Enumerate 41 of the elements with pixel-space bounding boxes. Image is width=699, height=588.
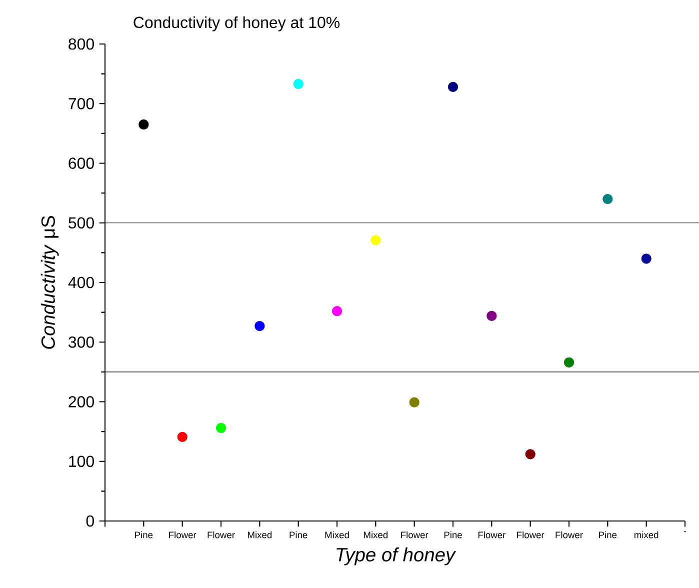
y-tick-label: 0	[86, 515, 94, 527]
x-tick-label: Mixed	[248, 531, 272, 538]
point	[177, 432, 188, 442]
point	[138, 119, 149, 130]
chart-title: Conductivity of honey at 10%	[134, 16, 340, 32]
x-tick-label: Flower	[517, 531, 544, 538]
x-tick-label: mixed	[634, 531, 658, 538]
point	[641, 254, 652, 264]
point	[564, 357, 574, 368]
x-tick-label: Flower	[208, 531, 235, 538]
x-tick-label: Flower	[401, 531, 428, 538]
y-axis-title: Conductivity μS	[40, 216, 59, 349]
point	[216, 422, 226, 434]
y-tick-label: 300	[68, 336, 94, 348]
y-tick-label: 700	[68, 98, 94, 110]
x-axis-title: Type of honey	[336, 547, 456, 566]
x-tick-label: Pine	[599, 531, 617, 538]
point	[370, 235, 381, 246]
point	[254, 320, 265, 332]
x-tick-label: Mixed	[325, 531, 349, 538]
y-tick-label: 600	[68, 158, 94, 169]
x-tick-label: Pine	[290, 531, 308, 538]
x-tick-label: Flower	[169, 531, 196, 538]
point	[293, 78, 304, 90]
y-tick-label: 200	[68, 396, 94, 408]
point	[448, 82, 458, 92]
point	[332, 306, 342, 316]
y-tick-label: 800	[68, 38, 94, 50]
y-tick-label: 100	[69, 456, 94, 468]
y-tick-label: 500	[68, 217, 94, 229]
x-tick-label: Mixed	[364, 531, 388, 538]
x-tick-label: Flower	[478, 531, 506, 538]
x-tick-label: Pine	[444, 531, 462, 538]
x-tick-label: Flower	[556, 531, 583, 538]
point	[602, 194, 613, 204]
x-tick-label: Pine	[135, 531, 153, 538]
point	[525, 449, 536, 460]
point	[486, 310, 497, 321]
point	[409, 397, 420, 408]
y-tick-label: 400	[68, 276, 94, 288]
x-tick-label: -	[684, 531, 686, 532]
